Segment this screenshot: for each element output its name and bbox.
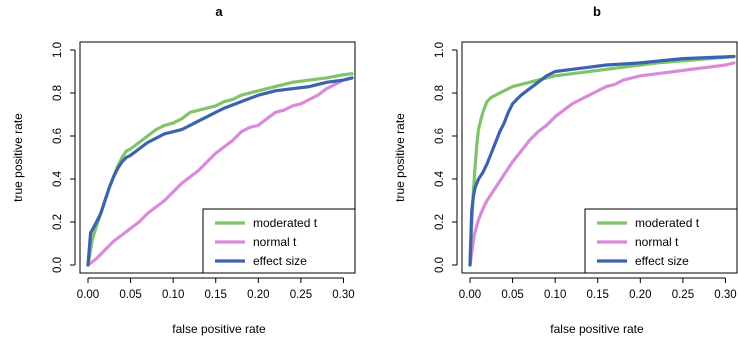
legend-label: normal t — [635, 235, 679, 249]
y-tick-label: 1.0 — [434, 42, 446, 58]
x-tick-label: 0.10 — [162, 289, 184, 301]
y-tick-label: 0.2 — [434, 214, 446, 230]
legend-label: normal t — [253, 235, 297, 249]
chart-title: b — [593, 4, 601, 19]
series-line-normal-t — [86, 76, 354, 267]
series-line-effect-size — [468, 54, 736, 267]
panel-b: b 0.00 0.05 0.10 0.15 0.20 0.25 0.30 0.0 0.2 0.4 0.… — [393, 4, 738, 336]
y-axis-label: true positive rate — [11, 113, 25, 202]
x-tick-label: 0.20 — [629, 289, 651, 301]
y-tick-label: 0.0 — [52, 257, 64, 273]
legend-label: moderated t — [253, 216, 318, 230]
series-line-effect-size — [86, 76, 354, 267]
y-tick-label: 0.4 — [434, 170, 446, 187]
series-line-moderated-t — [468, 54, 736, 267]
y-tick-label: 0.8 — [434, 85, 446, 101]
x-tick-label: 0.05 — [501, 289, 523, 301]
legend: moderated t normal t effect size — [584, 208, 738, 274]
x-tick-label: 0.25 — [290, 289, 312, 301]
x-axis-label: false positive rate — [550, 322, 644, 336]
x-tick-label: 0.25 — [672, 289, 694, 301]
x-tick-label: 0.30 — [714, 289, 736, 301]
x-tick-label: 0.00 — [77, 289, 99, 301]
y-axis-label: true positive rate — [393, 113, 407, 202]
x-tick-label: 0.15 — [587, 289, 609, 301]
y-tick-label: 0.4 — [52, 170, 64, 187]
series-line-normal-t — [468, 61, 736, 267]
x-tick-label: 0.30 — [332, 289, 354, 301]
chart-title: a — [215, 4, 223, 19]
y-tick-label: 0.6 — [52, 128, 64, 144]
legend-label: moderated t — [635, 216, 700, 230]
panel-a: a 0.00 0.05 0.10 0.15 0.20 0.25 0.30 0.0 0.2 0.4 0.… — [11, 4, 356, 336]
x-axis-label: false positive rate — [172, 322, 266, 336]
legend: moderated t normal t effect size — [202, 208, 356, 274]
x-tick-label: 0.00 — [459, 289, 481, 301]
x-tick-label: 0.15 — [205, 289, 227, 301]
y-tick-label: 0.6 — [434, 128, 446, 144]
y-tick-label: 0.8 — [52, 85, 64, 101]
x-tick-label: 0.20 — [247, 289, 269, 301]
x-tick-label: 0.05 — [119, 289, 141, 301]
x-tick-label: 0.10 — [544, 289, 566, 301]
y-tick-label: 1.0 — [52, 42, 64, 58]
y-tick-label: 0.0 — [434, 257, 446, 273]
y-tick-label: 0.2 — [52, 214, 64, 230]
legend-label: effect size — [635, 254, 689, 268]
legend-label: effect size — [253, 254, 307, 268]
